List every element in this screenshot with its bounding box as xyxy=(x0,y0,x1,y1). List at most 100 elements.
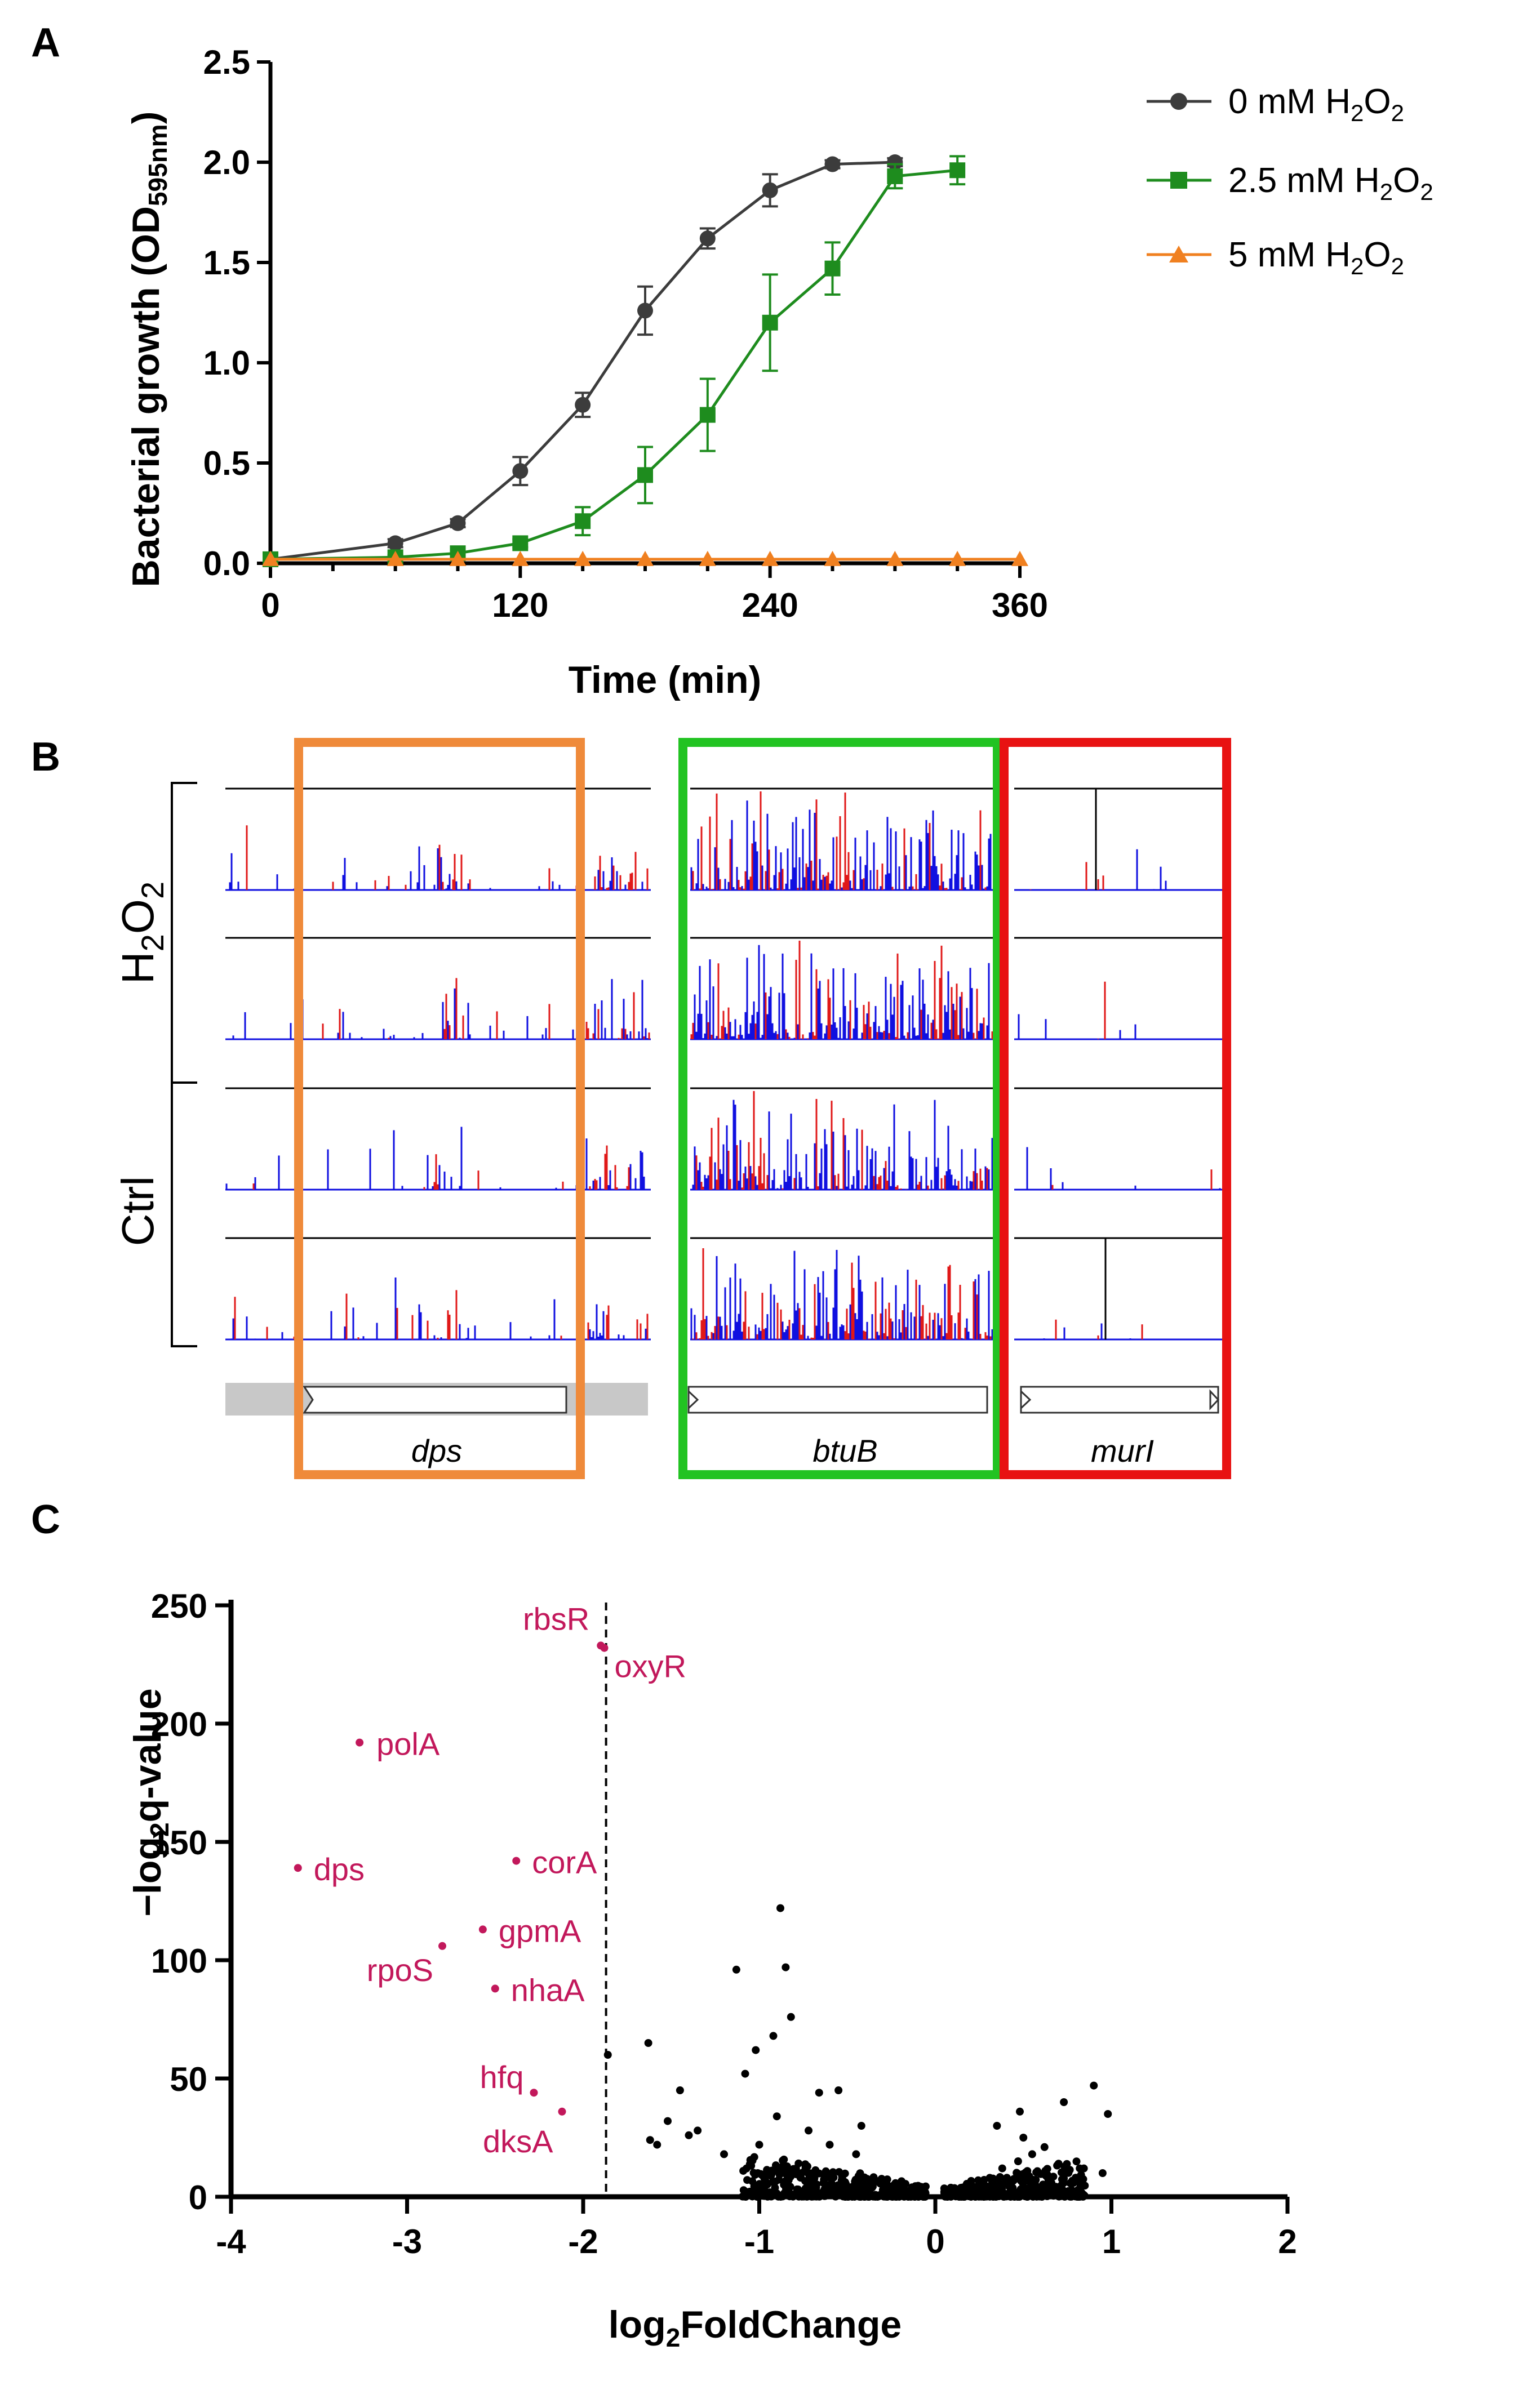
volcano-point xyxy=(782,2177,790,2186)
volcano-point xyxy=(805,2126,813,2135)
volcano-x-tick-label: -4 xyxy=(216,2223,246,2260)
volcano-point xyxy=(752,2046,760,2054)
volcano-point xyxy=(1013,2169,1021,2177)
muri-gene-arrow xyxy=(1020,1386,1219,1414)
volcano-point xyxy=(782,2170,790,2178)
volcano-point xyxy=(820,2171,829,2179)
volcano-x-tick-label: 0 xyxy=(926,2223,944,2260)
growth-series-2 xyxy=(262,550,1028,566)
volcano-point xyxy=(844,2192,853,2201)
panel-a-letter: A xyxy=(31,20,60,65)
growth-series-0 xyxy=(263,154,903,567)
volcano-point xyxy=(998,2164,1006,2173)
volcano-y-tick-label: 200 xyxy=(151,1706,207,1743)
growth-point xyxy=(262,550,279,566)
treated-bracket xyxy=(171,782,197,1084)
labeled-point-nhaA xyxy=(491,1984,499,1993)
volcano-y-tick-label: 150 xyxy=(151,1824,207,1862)
legend-label-5mm: 5 mM H2O2 xyxy=(1228,235,1404,279)
volcano-point xyxy=(910,2188,918,2197)
volcano-point xyxy=(1037,2170,1045,2178)
legend-label-0mm: 0 mM H2O2 xyxy=(1228,82,1404,126)
volcano-point xyxy=(803,2182,812,2190)
volcano-point xyxy=(985,2190,994,2198)
legend-entry-25mm: 2.5 mM H2O2 xyxy=(1147,161,1433,205)
muri-highlight-box xyxy=(1000,738,1231,1479)
volcano-point xyxy=(1014,2157,1022,2165)
coverage-tracks-panel: dps btuB murI H2O2 Ctrl xyxy=(113,738,1231,1479)
growth-x-tick-label: 360 xyxy=(992,586,1048,624)
volcano-point xyxy=(745,2160,754,2169)
panel-c-letter: C xyxy=(31,1497,60,1542)
growth-point xyxy=(387,550,404,566)
legend-marker-25mm xyxy=(1170,172,1187,189)
volcano-point xyxy=(603,2051,612,2059)
growth-x-tick-label: 240 xyxy=(742,586,798,624)
volcano-point xyxy=(1104,2110,1112,2118)
volcano-point xyxy=(1019,2170,1027,2178)
volcano-point xyxy=(852,2150,860,2158)
volcano-y-tick-label: 250 xyxy=(151,1587,207,1625)
volcano-gene-labels: rbsR oxyR polA dps corA gpmA rpoS nhaA hfq dksA xyxy=(314,1601,686,2158)
growth-point xyxy=(512,535,529,551)
volcano-point xyxy=(787,2013,795,2021)
volcano-point xyxy=(834,2086,843,2094)
volcano-point xyxy=(750,2182,758,2191)
volcano-point xyxy=(1007,2178,1015,2187)
volcano-point xyxy=(979,2192,987,2201)
labeled-point-rpoS xyxy=(438,1942,446,1950)
growth-legend: 0 mM H2O2 2.5 mM H2O2 5 mM H2O2 xyxy=(1147,82,1433,279)
volcano-point xyxy=(776,1904,784,1912)
growth-point xyxy=(949,550,966,566)
volcano-x-tick-label: 2 xyxy=(1278,2223,1297,2260)
volcano-point xyxy=(914,2182,922,2190)
volcano-point xyxy=(676,2086,684,2094)
growth-point xyxy=(450,515,466,531)
growth-y-tick-label: 0.0 xyxy=(203,545,250,582)
volcano-point xyxy=(1075,2185,1084,2193)
volcano-point xyxy=(991,2192,1000,2201)
volcano-y-axis-title: −log2q-value xyxy=(126,1688,174,1916)
btub-highlight-box xyxy=(678,738,1002,1479)
volcano-point xyxy=(1040,2143,1049,2151)
legend-entry-5mm: 5 mM H2O2 xyxy=(1147,235,1404,279)
growth-point xyxy=(637,467,653,483)
volcano-point xyxy=(864,2192,873,2201)
dps-gene-arrow xyxy=(303,1386,567,1414)
volcano-point xyxy=(815,2089,823,2097)
labeled-point-dps xyxy=(294,1864,302,1872)
growth-point xyxy=(575,513,591,529)
volcano-point xyxy=(856,2169,864,2178)
volcano-point xyxy=(835,2167,843,2176)
labeled-point-oxyR xyxy=(600,1644,609,1652)
volcano-point xyxy=(694,2126,702,2135)
volcano-point xyxy=(782,1963,790,1971)
legend-marker-0mm xyxy=(1170,93,1187,110)
growth-curve-chart: 0.0 0.5 1.0 1.5 2.0 2.5 0 120 240 360 Bacterial g… xyxy=(125,43,1433,701)
growth-point xyxy=(699,230,716,247)
volcano-point xyxy=(980,2185,989,2193)
volcano-point xyxy=(783,2190,792,2198)
gene-label-oxyR: oxyR xyxy=(615,1649,687,1684)
volcano-point xyxy=(1090,2081,1098,2090)
growth-point xyxy=(699,550,716,566)
labeled-point-gpmA xyxy=(478,1925,487,1934)
gene-label-rpoS: rpoS xyxy=(367,1952,433,1988)
growth-y-tick-label: 2.0 xyxy=(203,144,250,181)
growth-point xyxy=(512,550,529,566)
volcano-points xyxy=(294,1641,1112,2201)
growth-point xyxy=(574,550,592,566)
volcano-point xyxy=(1049,2187,1057,2195)
btub-gene-arrow xyxy=(687,1386,988,1414)
gene-label-gpmA: gpmA xyxy=(499,1913,581,1948)
growth-y-tick-label: 1.0 xyxy=(203,344,250,382)
volcano-point xyxy=(1053,2192,1062,2200)
volcano-point xyxy=(957,2191,966,2200)
volcano-point xyxy=(837,2180,845,2189)
volcano-point xyxy=(857,2183,865,2192)
volcano-x-tick-label: -3 xyxy=(392,2223,422,2260)
growth-point xyxy=(637,550,654,566)
volcano-y-tick-label: 100 xyxy=(151,1942,207,1980)
control-bracket xyxy=(171,1081,197,1347)
volcano-point xyxy=(739,2186,748,2195)
